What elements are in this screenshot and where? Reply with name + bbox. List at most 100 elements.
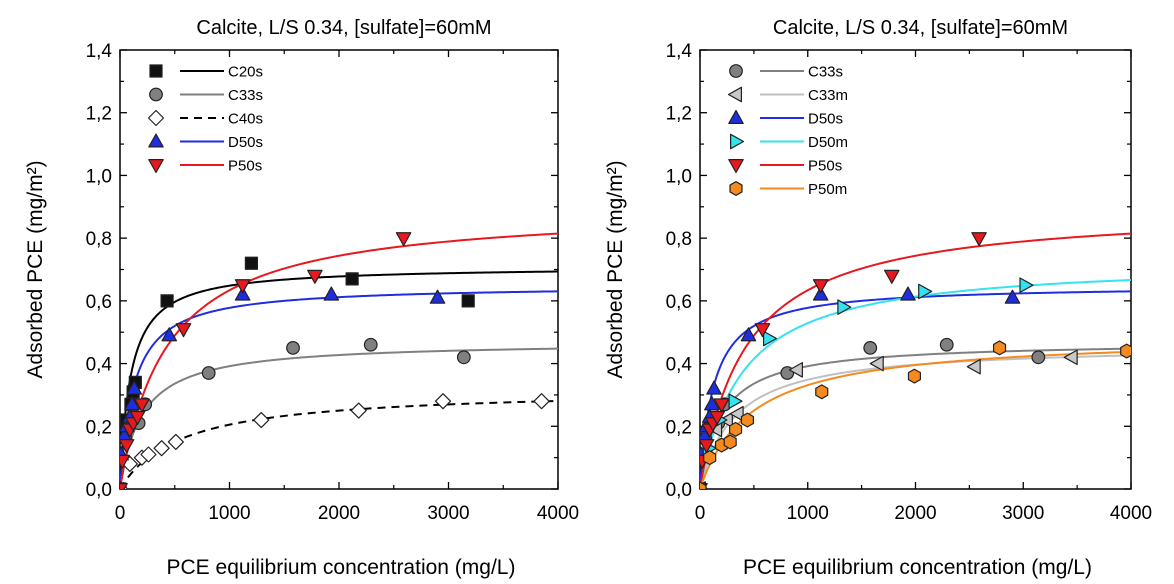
data-point-c20s xyxy=(244,256,258,270)
data-point-c33s xyxy=(286,340,300,355)
legend-label-d50s: D50s xyxy=(808,111,843,128)
x-axis-label: PCE equilibrium concentration (mg/L) xyxy=(167,556,516,579)
data-point-p50m xyxy=(723,434,737,450)
legend-label-c33m: C33m xyxy=(808,87,848,104)
data-point-p50s xyxy=(134,398,150,413)
data-point-p50m xyxy=(907,368,921,384)
legend-label-c20s: C20s xyxy=(228,64,263,81)
legend-label-p50m: P50m xyxy=(808,181,847,198)
data-point-p50m xyxy=(815,384,829,400)
y-axis-label: Adsorbed PCE (mg/m²) xyxy=(604,160,627,378)
data-point-c40s xyxy=(153,440,170,457)
x-tick-label: 3000 xyxy=(1002,503,1044,524)
fit-line-c33s xyxy=(120,347,558,489)
data-point-p50s xyxy=(709,410,726,425)
legend-marker-d50s xyxy=(148,133,164,148)
data-point-c33m xyxy=(966,358,981,375)
data-point-c40s xyxy=(350,402,367,419)
data-point-c20s xyxy=(160,294,174,308)
data-point-c20s xyxy=(345,272,359,286)
data-point-p50s xyxy=(234,279,251,294)
legend-marker-c33m xyxy=(727,86,742,103)
data-point-d50s xyxy=(161,327,178,342)
fit-line-p50s xyxy=(700,232,1131,489)
left-chart-panel: Calcite, L/S 0.34, [sulfate]=60mM 0,0 0,2 0… xyxy=(24,17,579,579)
data-point-c33s xyxy=(1031,350,1046,365)
data-point-d50s xyxy=(234,286,251,301)
y-tick-label: 0,0 xyxy=(666,480,692,501)
x-axis-label: PCE equilibrium concentration (mg/L) xyxy=(743,556,1092,579)
fit-line-d50s xyxy=(700,290,1131,489)
y-tick-label: 1,4 xyxy=(86,41,113,62)
y-tick-label: 0,2 xyxy=(666,417,692,438)
x-tick-label: 0 xyxy=(695,503,706,524)
data-point-p50s xyxy=(713,398,730,413)
x-tick-label: 2000 xyxy=(894,503,936,524)
chart-title: Calcite, L/S 0.34, [sulfate]=60mM xyxy=(773,17,1068,39)
data-point-d50m xyxy=(837,299,852,315)
x-tick-label: 0 xyxy=(115,503,126,524)
data-point-c40s xyxy=(533,393,550,410)
legend-label-p50s: P50s xyxy=(808,158,842,175)
y-tick-label: 1,0 xyxy=(86,166,112,187)
data-point-d50s xyxy=(706,380,722,395)
data-point-d50s xyxy=(812,286,829,301)
fit-line-c33m xyxy=(700,354,1131,489)
data-point-p50s xyxy=(120,454,130,469)
legend-marker-p50m xyxy=(729,181,743,196)
data-point-p50s xyxy=(395,232,412,247)
data-point-c33m xyxy=(869,355,884,372)
data-point-p50m xyxy=(1120,343,1131,359)
fit-line-d50s xyxy=(120,290,558,489)
data-point-c40s xyxy=(434,393,452,410)
legend-label-c33s: C33s xyxy=(808,64,843,81)
data-point-p50m xyxy=(992,340,1007,356)
data-point-c33s xyxy=(456,350,471,365)
plot-frame xyxy=(699,49,1132,490)
x-tick-label: 4000 xyxy=(537,503,579,524)
data-point-p50s xyxy=(129,410,146,425)
data-point-c40s xyxy=(140,446,157,463)
data-point-c33s xyxy=(939,337,954,352)
data-point-p50s xyxy=(812,279,829,294)
legend-label-d50s: D50s xyxy=(228,134,263,151)
data-point-d50s xyxy=(1004,289,1021,304)
plot-area xyxy=(700,232,1131,489)
legend-marker-p50s xyxy=(148,159,164,174)
legend-marker-p50s xyxy=(728,159,744,174)
data-point-c33m xyxy=(729,405,744,422)
y-tick-label: 1,4 xyxy=(666,41,693,62)
plot-frame xyxy=(119,49,559,490)
data-point-d50m xyxy=(762,330,778,347)
data-point-d50s xyxy=(124,396,140,411)
y-axis-label: Adsorbed PCE (mg/m²) xyxy=(24,160,47,378)
x-tick-label: 1000 xyxy=(208,503,250,524)
y-tick-label: 0,4 xyxy=(86,355,113,376)
data-point-d50s xyxy=(704,396,720,411)
data-point-p50m xyxy=(700,481,707,489)
data-point-d50m xyxy=(728,393,743,409)
legend-label-c40s: C40s xyxy=(228,111,263,128)
data-point-p50s xyxy=(754,323,771,338)
data-point-c40s xyxy=(167,433,184,451)
x-tick-label: 3000 xyxy=(427,503,469,524)
data-point-p50m xyxy=(728,421,743,437)
legend-marker-c40s xyxy=(147,109,165,127)
data-point-d50s xyxy=(900,286,916,301)
data-point-c33s xyxy=(201,366,216,380)
x-tick-label: 2000 xyxy=(318,503,360,524)
data-point-c33s xyxy=(863,340,878,355)
y-tick-label: 1,0 xyxy=(666,166,692,187)
fit-line-c20s xyxy=(120,270,558,489)
data-point-c40s xyxy=(253,411,270,429)
y-tick-label: 0,4 xyxy=(666,355,693,376)
data-point-p50s xyxy=(883,269,900,284)
legend-marker-c33s xyxy=(149,87,163,102)
data-point-p50s xyxy=(120,483,128,489)
data-point-c20s xyxy=(461,294,475,308)
fit-line-d50m xyxy=(700,278,1131,489)
y-tick-label: 0,8 xyxy=(666,229,692,250)
x-tick-label: 1000 xyxy=(787,503,829,524)
data-point-c33m xyxy=(788,362,803,378)
